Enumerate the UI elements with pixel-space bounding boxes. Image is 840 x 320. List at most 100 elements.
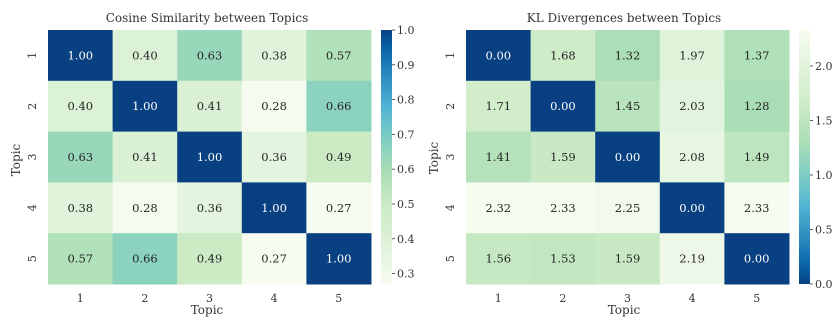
heatmap-cell [112,30,178,82]
colorbar-tick-label: 1.0 [397,24,415,37]
cell-value-label: 1.97 [679,48,705,62]
cell-value-label: 2.32 [485,201,511,215]
heatmap-cell [177,182,243,234]
y-tick-label: 3 [26,154,39,161]
x-tick-labels: 1 2 3 4 5 [77,292,342,305]
heatmap-kl-divergences: KL Divergences between Topics 0.00 1.68 1.… [427,11,833,317]
colorbar-tick-label: 0.9 [397,59,415,72]
heatmap-cell [659,182,725,234]
cell-value-label: 2.25 [615,201,641,215]
cell-value-label: 1.00 [197,150,223,164]
colorbar-tick-label: 0.5 [397,198,415,211]
colorbar-tick-label: 0.0 [815,278,833,291]
x-tick-label: 3 [624,292,631,305]
y-tick-label: 4 [444,204,457,211]
heatmap-cell [466,233,532,285]
heatmap-cell [595,80,661,133]
heatmap-cell [241,80,307,133]
colorbar [381,30,392,284]
heatmap-cell [530,80,596,133]
heatmap-cell [466,80,532,133]
heatmap-cell [659,80,725,133]
x-axis-label: Topic [608,303,641,317]
cell-value-label: 1.49 [744,150,770,164]
heatmap-cell [241,30,307,82]
colorbar-ticks: 1.0 0.9 0.8 0.7 0.6 0.5 0.4 0.3 [392,24,415,281]
heatmap-cell [177,233,243,285]
heatmap-cells: 1.00 0.40 0.63 0.38 0.57 0.40 1.00 0.41 0.28 0.66… [48,30,372,285]
colorbar-tick-label: 0.6 [397,163,415,176]
y-tick-label: 4 [26,204,39,211]
y-tick-label: 1 [444,52,457,59]
cell-value-label: 1.37 [744,48,770,62]
chart-title: KL Divergences between Topics [527,11,721,25]
x-axis-label: Topic [191,303,224,317]
x-tick-label: 5 [753,292,760,305]
heatmap-cell [48,80,114,133]
x-tick-label: 2 [559,292,566,305]
y-tick-labels: 1 2 3 4 5 [26,52,39,262]
heatmap-cell [112,233,178,285]
y-tick-label: 1 [26,52,39,59]
heatmap-cell [530,233,596,285]
heatmap-cell [306,30,372,82]
cell-value-label: 0.41 [132,150,158,164]
cell-value-label: 0.36 [197,201,223,215]
cell-value-label: 2.03 [679,99,705,113]
heatmap-cell [48,233,114,285]
heatmap-cell [724,233,790,285]
y-tick-labels: 1 2 3 4 5 [444,52,457,262]
heatmap-cell [595,131,661,183]
cell-value-label: 0.38 [67,201,93,215]
colorbar-tick-label: 0.7 [397,128,415,141]
cell-value-label: 1.59 [615,252,641,266]
cell-value-label: 1.28 [744,99,770,113]
cell-value-label: 0.57 [67,252,93,266]
heatmap-cell [306,80,372,133]
y-tick-label: 2 [26,103,39,110]
heatmap-cell [177,30,243,82]
cell-value-label: 1.00 [132,99,158,113]
heatmap-cell [659,30,725,82]
heatmap-cell [241,131,307,183]
cell-value-label: 0.00 [615,150,641,164]
colorbar-tick-label: 0.5 [815,223,833,236]
heatmap-cells: 0.00 1.68 1.32 1.97 1.37 1.71 0.00 1.45 2.03 1.28… [466,30,790,285]
cell-value-label: 0.49 [326,150,352,164]
heatmap-cell [724,131,790,183]
y-axis-label: Topic [427,141,441,174]
y-tick-label: 5 [26,255,39,262]
cell-value-label: 0.66 [326,99,352,113]
heatmap-cell [595,233,661,285]
x-tick-labels: 1 2 3 4 5 [495,292,760,305]
heatmap-cell [530,182,596,234]
cell-value-label: 0.63 [197,48,223,62]
heatmap-cell [112,182,178,234]
heatmap-cell [466,131,532,183]
heatmap-cell [530,131,596,183]
cell-value-label: 1.32 [615,48,641,62]
y-tick-label: 3 [444,154,457,161]
x-tick-label: 4 [689,292,696,305]
cell-value-label: 0.00 [485,48,511,62]
cell-value-label: 1.56 [485,252,511,266]
heatmap-cell [724,80,790,133]
heatmap-cell [595,30,661,82]
cell-value-label: 1.00 [67,48,93,62]
heatmap-cell [659,131,725,183]
cell-value-label: 0.49 [197,252,223,266]
cell-value-label: 0.00 [744,252,770,266]
colorbar-tick-label: 2.0 [815,60,833,73]
cell-value-label: 0.40 [67,99,93,113]
y-tick-label: 5 [444,255,457,262]
heatmap-cell [466,30,532,82]
colorbar-tick-label: 1.0 [815,169,833,182]
heatmap-cell [466,182,532,234]
heatmap-cell [724,30,790,82]
cell-value-label: 2.33 [744,201,770,215]
x-tick-label: 5 [335,292,342,305]
heatmap-cell [306,131,372,183]
cell-value-label: 0.27 [261,252,287,266]
cell-value-label: 1.00 [326,252,352,266]
cell-value-label: 0.27 [326,201,352,215]
